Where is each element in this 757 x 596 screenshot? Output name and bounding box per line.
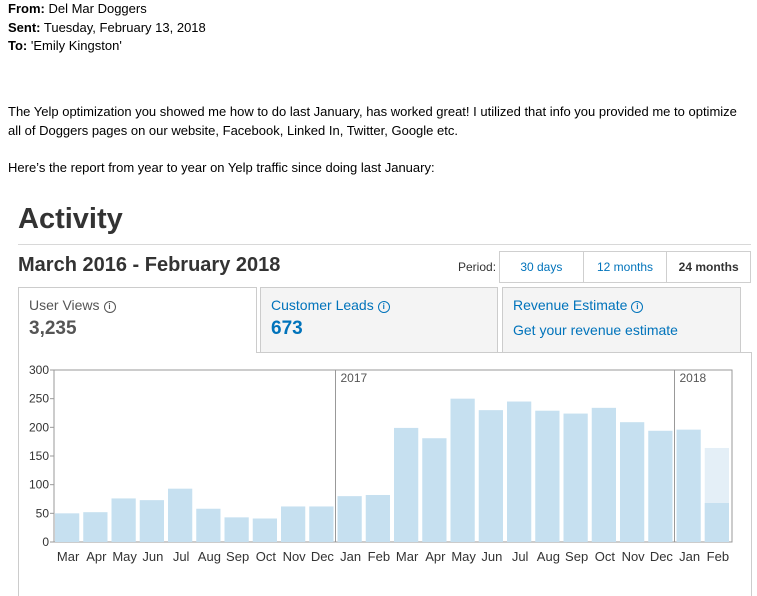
bar (224, 517, 249, 542)
email-sent-line: Sent: Tuesday, February 13, 2018 (8, 19, 748, 38)
date-range-title: March 2016 - February 2018 (18, 254, 281, 276)
bar (252, 518, 277, 542)
bar (591, 407, 616, 542)
heading-divider (18, 244, 751, 245)
y-tick-label: 50 (36, 506, 50, 520)
y-tick-label: 300 (29, 363, 49, 377)
bar (365, 494, 390, 542)
bar (478, 410, 503, 542)
bar (196, 508, 221, 542)
period-30-days-button[interactable]: 30 days (500, 252, 584, 282)
bar (111, 498, 136, 542)
sent-label: Sent: (8, 19, 41, 35)
to-value: 'Emily Kingston' (30, 38, 122, 53)
bar (337, 496, 362, 542)
tab-customer-leads[interactable]: Customer Leads i 673 (260, 287, 498, 353)
x-tick-label: Aug (537, 549, 560, 564)
period-12-months-button[interactable]: 12 months (583, 252, 668, 282)
email-paragraph-2: Here’s the report from year to year on Y… (8, 160, 435, 175)
email-to-line: To: 'Emily Kingston' (8, 37, 748, 56)
period-label: Period: (458, 260, 497, 274)
bar (281, 506, 306, 542)
bar (83, 512, 108, 542)
x-tick-label: Jan (679, 549, 700, 564)
y-tick-label: 100 (29, 478, 49, 492)
email-body: From: Del Mar Doggers Sent: Tuesday, Feb… (8, 0, 748, 175)
sent-value: Tuesday, February 13, 2018 (43, 19, 206, 35)
bar (648, 430, 673, 542)
y-tick-label: 0 (42, 535, 49, 549)
x-tick-label: Jun (142, 549, 163, 564)
bar (139, 500, 164, 542)
bar (704, 503, 729, 542)
panel-right-border (751, 352, 752, 596)
tab-user-views-label: User Views (29, 297, 100, 313)
activity-heading: Activity (18, 203, 123, 235)
panel-top-border (257, 352, 751, 353)
bar (309, 506, 334, 542)
x-tick-label: Feb (368, 549, 390, 564)
tab-customer-leads-label: Customer Leads (271, 297, 374, 313)
to-label: To: (8, 38, 28, 53)
x-tick-label: Apr (86, 549, 107, 564)
x-tick-label: May (451, 549, 476, 564)
period-selector: 30 days 12 months 24 months (499, 251, 751, 283)
email-paragraph-1: The Yelp optimization you showed me how … (8, 104, 737, 138)
x-tick-label: Sep (565, 549, 588, 564)
year-marker-label: 2017 (341, 371, 368, 385)
x-tick-label: Sep (226, 549, 249, 564)
x-tick-label: Oct (256, 549, 277, 564)
info-icon[interactable]: i (377, 301, 390, 313)
period-24-months-button[interactable]: 24 months (667, 252, 751, 282)
bar (620, 422, 645, 542)
x-tick-label: Jul (173, 549, 190, 564)
x-tick-label: Apr (425, 549, 446, 564)
revenue-estimate-link[interactable]: Get your revenue estimate (513, 322, 678, 338)
panel-left-border (18, 352, 19, 596)
info-icon[interactable]: i (103, 301, 116, 313)
y-tick-label: 250 (29, 392, 49, 406)
bar (394, 427, 419, 542)
bar (55, 513, 80, 542)
bar (422, 438, 447, 542)
tab-revenue-estimate[interactable]: Revenue Estimate i Get your revenue estim… (502, 287, 741, 353)
y-tick-label: 200 (29, 420, 49, 434)
x-tick-label: Nov (283, 549, 307, 564)
x-tick-label: Mar (57, 549, 80, 564)
y-tick-label: 150 (29, 449, 49, 463)
x-tick-label: Jan (340, 549, 361, 564)
x-tick-label: Dec (311, 549, 335, 564)
x-tick-label: Aug (198, 549, 221, 564)
from-value: Del Mar Doggers (48, 1, 147, 16)
year-marker-label: 2018 (680, 371, 707, 385)
x-tick-label: Jun (481, 549, 502, 564)
tab-revenue-estimate-label: Revenue Estimate (513, 297, 628, 313)
x-tick-label: Oct (595, 549, 616, 564)
bar (676, 429, 701, 542)
x-tick-label: Nov (622, 549, 646, 564)
tab-user-views[interactable]: User Views i 3,235 (18, 287, 257, 353)
tab-customer-leads-value: 673 (271, 318, 303, 339)
bar (168, 488, 193, 542)
bar (450, 398, 475, 542)
email-from-line: From: Del Mar Doggers (8, 0, 748, 19)
x-tick-label: Dec (650, 549, 674, 564)
x-tick-label: Mar (396, 549, 419, 564)
bar (535, 410, 560, 542)
bar (507, 401, 532, 542)
bar (563, 413, 588, 542)
from-label: From: (8, 1, 45, 16)
x-tick-label: May (112, 549, 137, 564)
tab-user-views-value: 3,235 (29, 318, 77, 339)
info-icon[interactable]: i (631, 301, 644, 313)
x-tick-label: Feb (707, 549, 729, 564)
x-tick-label: Jul (512, 549, 529, 564)
